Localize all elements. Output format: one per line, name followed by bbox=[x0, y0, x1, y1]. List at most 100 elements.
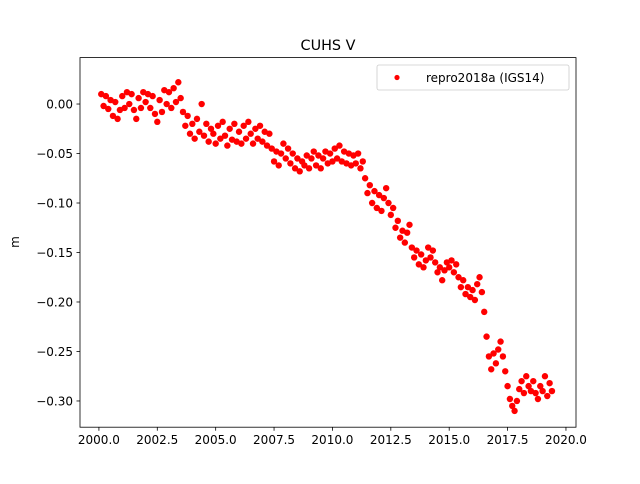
data-point bbox=[287, 160, 294, 167]
data-point bbox=[385, 199, 392, 207]
data-point bbox=[317, 165, 324, 172]
data-point bbox=[357, 165, 364, 172]
data-point bbox=[266, 130, 273, 137]
data-point bbox=[179, 108, 187, 116]
data-point bbox=[516, 385, 523, 393]
data-point bbox=[378, 207, 385, 215]
data-point bbox=[100, 102, 107, 110]
data-point bbox=[530, 377, 537, 385]
data-point bbox=[182, 122, 189, 129]
data-point bbox=[499, 353, 507, 360]
data-point bbox=[128, 90, 135, 98]
data-point bbox=[417, 251, 425, 258]
data-point bbox=[175, 79, 182, 86]
data-point bbox=[368, 199, 376, 207]
data-point bbox=[474, 280, 481, 288]
x-tick-label: 2010.0 bbox=[311, 433, 353, 447]
data-point bbox=[186, 130, 194, 137]
data-point bbox=[373, 204, 381, 212]
data-point bbox=[525, 382, 532, 390]
data-point bbox=[259, 138, 266, 145]
data-point bbox=[513, 397, 521, 405]
data-point bbox=[207, 125, 215, 132]
data-point bbox=[548, 387, 556, 395]
data-point bbox=[303, 152, 310, 159]
data-point bbox=[102, 92, 110, 100]
data-point bbox=[147, 104, 154, 112]
x-tick-label: 2020.0 bbox=[545, 433, 587, 447]
data-point bbox=[291, 165, 299, 172]
chart-title: CUHS V bbox=[301, 38, 356, 54]
legend-marker bbox=[394, 74, 400, 81]
data-point bbox=[478, 288, 486, 296]
data-point bbox=[520, 389, 528, 397]
data-point bbox=[114, 115, 121, 123]
data-point bbox=[280, 140, 287, 147]
y-tick-label: −0.25 bbox=[36, 345, 73, 359]
x-tick-label: 2017.5 bbox=[487, 433, 529, 447]
y-axis-label: m bbox=[8, 236, 22, 248]
data-point bbox=[154, 118, 161, 126]
data-point bbox=[305, 165, 313, 172]
data-point bbox=[200, 132, 208, 139]
data-point bbox=[168, 104, 175, 112]
y-tick-label: −0.30 bbox=[36, 394, 73, 408]
data-point bbox=[401, 239, 409, 246]
data-point bbox=[415, 261, 423, 268]
x-axis-ticks: 2000.0 2002.5 2005.0 2007.5 2010.0 2012.5 2015… bbox=[78, 427, 587, 447]
y-tick-label: −0.15 bbox=[36, 246, 73, 260]
data-point bbox=[511, 407, 518, 415]
data-point bbox=[268, 145, 275, 152]
data-point bbox=[481, 308, 488, 316]
data-point bbox=[406, 221, 413, 228]
data-point bbox=[240, 122, 247, 129]
y-axis-ticks: 0.00 −0.05 −0.10 −0.15 −0.20 −0.25 −0.30 bbox=[36, 97, 80, 408]
data-point bbox=[217, 135, 224, 142]
data-point bbox=[296, 168, 303, 175]
data-point bbox=[319, 155, 327, 162]
data-point bbox=[177, 94, 184, 102]
data-point bbox=[254, 135, 261, 142]
data-point bbox=[315, 152, 322, 159]
data-point bbox=[109, 112, 117, 120]
data-point bbox=[119, 92, 126, 100]
data-point bbox=[247, 130, 254, 137]
data-point bbox=[331, 145, 338, 152]
x-tick-label: 2002.5 bbox=[136, 433, 178, 447]
data-point bbox=[504, 382, 511, 390]
data-point bbox=[151, 110, 159, 118]
data-point bbox=[352, 160, 359, 167]
data-point bbox=[408, 244, 416, 251]
data-point bbox=[312, 162, 320, 169]
data-point bbox=[121, 104, 128, 112]
data-point bbox=[221, 132, 229, 139]
data-point bbox=[245, 118, 252, 126]
data-point bbox=[270, 158, 278, 165]
data-point bbox=[476, 274, 483, 281]
y-tick-label: −0.10 bbox=[36, 196, 73, 210]
data-point bbox=[546, 379, 553, 387]
data-point bbox=[210, 130, 217, 137]
data-point bbox=[453, 261, 460, 268]
data-point bbox=[193, 115, 201, 123]
data-point bbox=[112, 98, 119, 106]
data-point bbox=[354, 150, 362, 157]
data-point bbox=[392, 224, 399, 231]
x-tick-label: 2005.0 bbox=[195, 433, 237, 447]
data-point bbox=[275, 162, 282, 169]
data-point bbox=[462, 290, 469, 298]
data-point bbox=[467, 293, 474, 301]
data-point bbox=[396, 234, 404, 241]
data-point bbox=[252, 125, 259, 132]
data-point bbox=[158, 108, 166, 116]
data-point bbox=[488, 366, 495, 373]
data-point bbox=[460, 277, 467, 284]
data-point bbox=[238, 140, 245, 147]
data-point bbox=[424, 244, 432, 251]
data-point bbox=[301, 162, 308, 169]
data-point bbox=[469, 286, 476, 294]
data-point bbox=[282, 155, 289, 162]
data-point bbox=[492, 360, 500, 367]
data-point bbox=[105, 105, 112, 113]
